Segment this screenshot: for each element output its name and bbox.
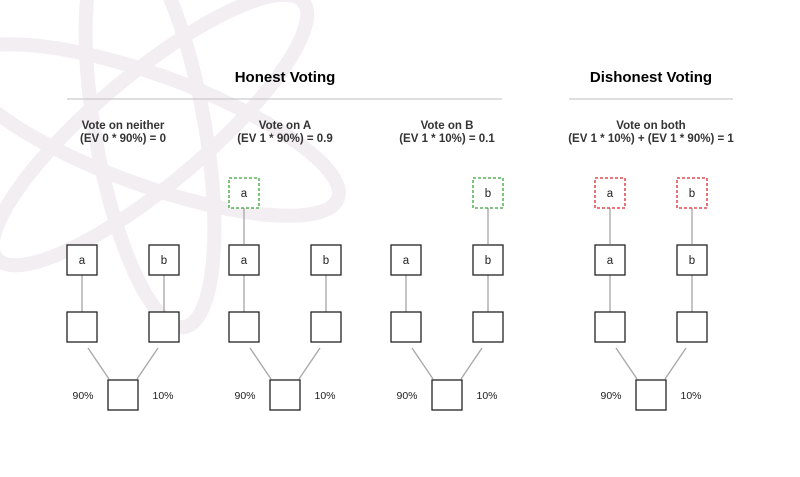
block-b-label: b (485, 255, 491, 267)
left-root-link (87, 347, 110, 380)
scenario-0: Vote on neither(EV 0 * 90%) = 0 a b 90% 10% (66, 120, 180, 411)
left-root-link (249, 347, 272, 380)
parent-block-left (594, 311, 626, 343)
right-probability: 10% (152, 390, 173, 402)
vote-box-right (676, 177, 708, 209)
scenario-formula: (EV 1 * 10%) + (EV 1 * 90%) = 1 (568, 133, 734, 145)
right-probability: 10% (680, 390, 701, 402)
block-b (472, 244, 504, 276)
block-a-label: a (403, 255, 410, 267)
left-probability: 90% (72, 390, 93, 402)
right-root-link (298, 347, 321, 380)
right-root-link (664, 347, 687, 380)
right-probability: 10% (314, 390, 335, 402)
scenario-formula: (EV 0 * 90%) = 0 (80, 133, 166, 145)
vote-box-right-label: b (689, 188, 695, 200)
scenario-1: Vote on A(EV 1 * 90%) = 0.9 a a b 90% 10% (228, 120, 342, 411)
parent-block-left (390, 311, 422, 343)
left-probability: 90% (396, 390, 417, 402)
scenario-formula: (EV 1 * 10%) = 0.1 (399, 133, 495, 145)
right-root-link (460, 347, 483, 380)
block-b-label: b (161, 255, 167, 267)
vote-box-left-label: a (241, 188, 248, 200)
root-block (635, 379, 667, 411)
scenario-caption: Vote on neither (82, 120, 165, 132)
honest-voting-title: Honest Voting (235, 69, 336, 86)
vote-box-right (472, 177, 504, 209)
block-a (594, 244, 626, 276)
block-a-label: a (607, 255, 614, 267)
block-a (390, 244, 422, 276)
root-block (431, 379, 463, 411)
vote-box-left-label: a (607, 188, 614, 200)
left-probability: 90% (234, 390, 255, 402)
block-b-label: b (323, 255, 329, 267)
block-b (676, 244, 708, 276)
parent-block-left (228, 311, 260, 343)
scenario-caption: Vote on A (259, 120, 311, 132)
atom-watermark-icon (0, 0, 346, 335)
right-probability: 10% (476, 390, 497, 402)
left-probability: 90% (600, 390, 621, 402)
scenario-2: Vote on B(EV 1 * 10%) = 0.1 b a b 90% 10% (390, 120, 504, 411)
right-root-link (136, 347, 159, 380)
scenarios: Vote on neither(EV 0 * 90%) = 0a b90% 10%V… (66, 120, 734, 411)
block-b-label: b (689, 255, 695, 267)
scenario-formula: (EV 1 * 90%) = 0.9 (237, 133, 333, 145)
root-block (107, 379, 139, 411)
parent-block-right (472, 311, 504, 343)
vote-box-right-label: b (485, 188, 491, 200)
block-a-label: a (79, 255, 86, 267)
block-b (148, 244, 180, 276)
block-b (310, 244, 342, 276)
parent-block-right (676, 311, 708, 343)
vote-box-left (228, 177, 260, 209)
left-root-link (411, 347, 434, 380)
block-a (228, 244, 260, 276)
left-root-link (615, 347, 638, 380)
vote-box-left (594, 177, 626, 209)
parent-block-right (148, 311, 180, 343)
block-a-label: a (241, 255, 248, 267)
dishonest-voting-title: Dishonest Voting (590, 69, 712, 86)
scenario-caption: Vote on B (421, 120, 474, 132)
scenario-caption: Vote on both (616, 120, 685, 132)
scenario-3: Vote on both(EV 1 * 10%) + (EV 1 * 90%) … (568, 120, 734, 411)
root-block (269, 379, 301, 411)
block-a (66, 244, 98, 276)
parent-block-right (310, 311, 342, 343)
parent-block-left (66, 311, 98, 343)
